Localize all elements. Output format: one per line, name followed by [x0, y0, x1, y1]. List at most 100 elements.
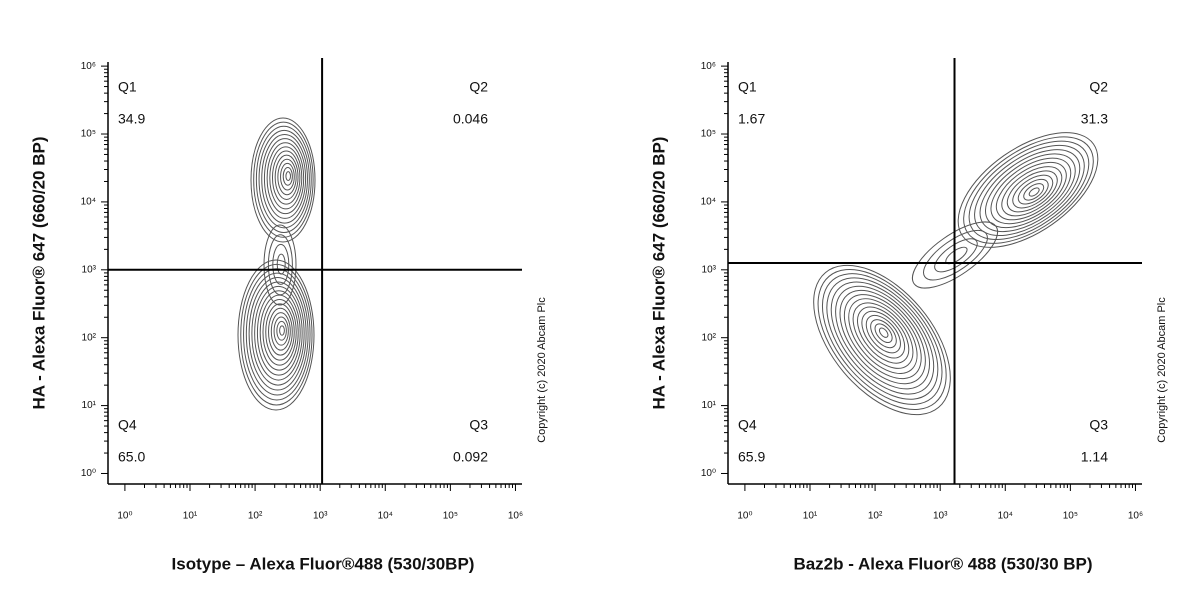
contour [857, 306, 910, 364]
x-tick-label: 10² [868, 511, 883, 522]
y-tick-label: 10⁶ [701, 61, 716, 72]
contour [251, 281, 305, 386]
contour [974, 144, 1085, 237]
contour [261, 134, 308, 224]
contour [277, 158, 297, 196]
contour [255, 125, 312, 234]
x-tick-label: 10³ [933, 511, 948, 522]
contour [280, 162, 295, 191]
contour [843, 294, 922, 380]
contour [273, 316, 289, 346]
contour [243, 268, 311, 401]
x-tick-label: 10⁰ [737, 511, 752, 522]
contour [248, 277, 307, 391]
x-tick-label: 10⁴ [998, 511, 1013, 522]
contour [263, 224, 297, 306]
x-tick-label: 10⁶ [1128, 511, 1143, 522]
quadrant-value: 1.67 [738, 111, 765, 127]
contour [852, 302, 914, 369]
contour [259, 294, 299, 371]
quadrant-value: 34.9 [118, 111, 145, 127]
contour [258, 129, 310, 229]
contour [934, 238, 978, 273]
quadrant-value: 1.14 [1081, 449, 1108, 465]
contour [878, 327, 889, 338]
contour [245, 272, 309, 396]
contour [963, 136, 1094, 244]
x-axis-label: Isotype – Alexa Fluor®488 (530/30BP) [172, 554, 475, 573]
quadrant-name: Q3 [469, 417, 488, 433]
y-tick-label: 10² [82, 332, 97, 343]
y-tick-label: 10¹ [702, 400, 717, 411]
contour [865, 314, 901, 354]
contour [874, 323, 893, 344]
contour [861, 310, 906, 359]
contour [285, 171, 291, 182]
y-tick-label: 10⁴ [701, 197, 716, 208]
contour [911, 221, 999, 289]
contour [265, 303, 295, 361]
copyright: Copyright (c) 2020 Abcam Plc [536, 297, 548, 443]
y-tick-label: 10² [702, 332, 717, 343]
contour [262, 298, 297, 366]
contour [848, 298, 918, 374]
quadrant-name: Q4 [738, 417, 757, 433]
contour [282, 167, 293, 186]
quadrant-value: 31.3 [1081, 111, 1108, 127]
contour [1017, 178, 1049, 205]
x-tick-label: 10¹ [183, 511, 198, 522]
contour [957, 132, 1099, 248]
y-tick-label: 10¹ [82, 400, 97, 411]
contour [839, 289, 926, 385]
contour [923, 229, 988, 281]
contour [1023, 183, 1045, 201]
x-tick-label: 10² [248, 511, 263, 522]
x-tick-label: 10⁵ [1063, 511, 1078, 522]
contour [250, 117, 316, 243]
y-tick-label: 10³ [702, 264, 717, 275]
contour [1012, 174, 1054, 209]
contour [240, 263, 313, 406]
contour [1001, 166, 1063, 217]
x-tick-label: 10¹ [803, 511, 818, 522]
contour [817, 268, 947, 411]
y-tick-label: 10⁵ [81, 129, 96, 140]
contour [830, 281, 935, 395]
quadrant-name: Q1 [738, 79, 757, 95]
contour [276, 253, 286, 275]
y-tick-label: 10⁰ [81, 468, 96, 479]
contour [270, 312, 291, 351]
quadrant-value: 0.046 [453, 111, 488, 127]
contour [271, 150, 301, 205]
y-tick-label: 10⁶ [81, 61, 96, 72]
y-axis-label: HA - Alexa Fluor® 647 (660/20 BP) [649, 137, 668, 410]
quadrant-name: Q2 [1089, 79, 1108, 95]
y-tick-label: 10⁵ [701, 129, 716, 140]
contour [269, 146, 303, 210]
contour [276, 320, 287, 341]
x-tick-label: 10⁴ [378, 511, 393, 522]
copyright: Copyright (c) 2020 Abcam Plc [1156, 297, 1168, 443]
x-axis-label: Baz2b - Alexa Fluor® 488 (530/30 BP) [793, 554, 1092, 573]
contour [835, 285, 931, 390]
x-tick-label: 10⁰ [117, 511, 132, 522]
contour [272, 243, 290, 285]
contour [267, 234, 293, 296]
contour [968, 140, 1090, 240]
quadrant-name: Q1 [118, 79, 137, 95]
quadrant-name: Q3 [1089, 417, 1108, 433]
contour [990, 157, 1072, 225]
quadrant-value: 65.0 [118, 449, 145, 465]
contour [274, 154, 299, 200]
quadrant-value: 0.092 [453, 449, 488, 465]
x-tick-label: 10⁶ [508, 511, 523, 522]
contour [266, 142, 305, 215]
contour [826, 277, 939, 400]
contour [979, 149, 1081, 233]
quadrant-value: 65.9 [738, 449, 765, 465]
quadrant-name: Q4 [118, 417, 137, 433]
y-tick-label: 10⁰ [701, 468, 716, 479]
contour [870, 319, 897, 349]
y-axis-label: HA - Alexa Fluor® 647 (660/20 BP) [29, 137, 48, 410]
